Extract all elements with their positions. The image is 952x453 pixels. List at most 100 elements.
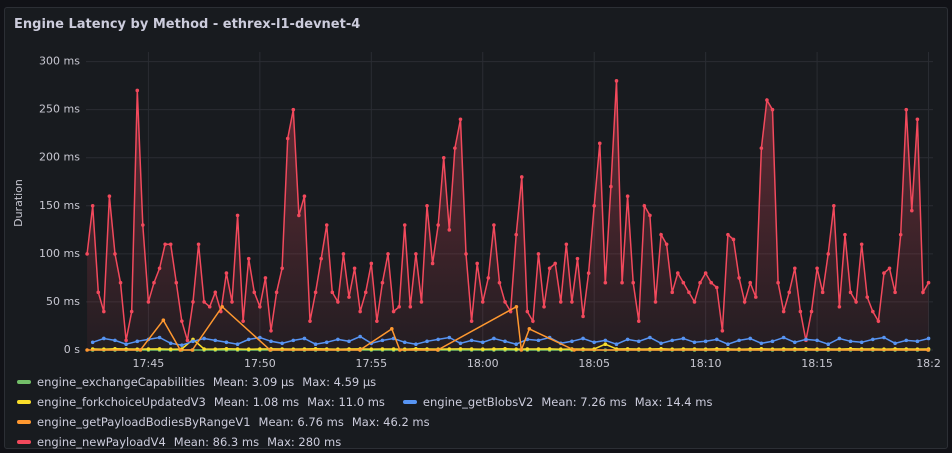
- data-point: [904, 107, 909, 112]
- data-point: [430, 261, 435, 266]
- x-tick-label: 17:55: [355, 357, 387, 368]
- data-point: [414, 342, 418, 347]
- x-tick-label: 18:2: [916, 357, 941, 368]
- data-point: [458, 117, 463, 122]
- legend-item[interactable]: engine_getPayloadBodiesByRangeV1 Mean: 6.…: [17, 415, 430, 429]
- data-point: [464, 252, 468, 256]
- data-point: [887, 266, 892, 271]
- chart: Duration 0 s 50 ms 100 ms 150 ms 200 ms 250 m…: [12, 52, 941, 368]
- data-point: [129, 309, 134, 314]
- data-point: [263, 276, 268, 280]
- data-point: [302, 336, 307, 341]
- data-point: [113, 338, 117, 343]
- data-point: [620, 280, 624, 285]
- data-point: [519, 175, 524, 179]
- data-point: [469, 319, 474, 323]
- data-point: [190, 348, 195, 352]
- data-point: [274, 290, 279, 295]
- y-tick-label: 200 ms: [39, 151, 80, 164]
- data-point: [675, 271, 680, 275]
- data-point: [625, 194, 630, 198]
- legend-label: engine_exchangeCapabilities: [37, 375, 205, 389]
- data-point: [174, 280, 179, 285]
- legend-item[interactable]: engine_forkchoiceUpdatedV3 Mean: 1.08 ms M…: [17, 395, 385, 409]
- data-point: [776, 280, 780, 285]
- legend-label: engine_newPayloadV4: [37, 435, 166, 449]
- data-point: [180, 319, 184, 323]
- data-point: [358, 309, 362, 314]
- data-point: [124, 338, 128, 343]
- data-point: [514, 232, 518, 237]
- series-line: [92, 335, 929, 346]
- data-point: [480, 300, 485, 304]
- data-point: [848, 339, 853, 344]
- data-point: [603, 280, 608, 285]
- data-point: [731, 237, 736, 242]
- data-point: [687, 290, 691, 295]
- legend-item[interactable]: engine_exchangeCapabilities Mean: 3.09 µs…: [17, 375, 376, 389]
- data-point: [425, 204, 429, 208]
- data-point: [96, 290, 101, 295]
- legend-swatch: [402, 400, 417, 404]
- data-point: [435, 348, 440, 352]
- data-point: [202, 347, 206, 351]
- data-point: [358, 334, 362, 339]
- data-point: [330, 290, 335, 295]
- data-point: [258, 347, 262, 351]
- data-point: [636, 319, 641, 323]
- legend-item[interactable]: engine_newPayloadV4 Mean: 86.3 ms Max: 280…: [17, 435, 341, 449]
- data-point: [547, 266, 552, 271]
- data-point: [737, 338, 741, 343]
- data-point: [324, 223, 329, 227]
- legend-item[interactable]: engine_getBlobsV2 Mean: 7.26 ms Max: 14.4 …: [402, 395, 712, 409]
- data-point: [213, 347, 218, 351]
- data-point: [915, 117, 920, 122]
- data-point: [759, 146, 764, 150]
- data-point: [826, 252, 831, 256]
- x-tick-label: 17:45: [133, 357, 165, 368]
- data-point: [90, 204, 95, 208]
- data-point: [681, 280, 686, 285]
- data-point: [709, 280, 714, 285]
- data-point: [124, 342, 128, 347]
- panel-title: Engine Latency by Method - ethrex-l1-dev…: [14, 17, 361, 32]
- y-tick-label: 50 ms: [46, 295, 80, 308]
- data-point: [402, 340, 407, 345]
- data-point: [220, 304, 224, 309]
- data-point: [781, 309, 786, 314]
- data-point: [453, 146, 457, 150]
- data-point: [581, 336, 585, 341]
- data-point: [793, 266, 797, 271]
- data-point: [436, 337, 440, 342]
- data-point: [291, 338, 296, 343]
- x-tick-label: 17:50: [244, 357, 276, 368]
- data-point: [871, 309, 875, 314]
- data-point: [653, 300, 658, 304]
- data-point: [258, 304, 262, 309]
- data-point: [581, 314, 585, 319]
- data-point: [138, 348, 143, 352]
- data-point: [269, 339, 273, 344]
- data-point: [759, 341, 764, 346]
- data-point: [592, 340, 596, 345]
- data-point: [572, 348, 576, 352]
- data-point: [313, 290, 318, 295]
- data-point: [458, 347, 463, 351]
- data-point: [246, 347, 251, 352]
- data-point: [447, 347, 452, 351]
- data-point: [865, 295, 870, 299]
- data-point: [230, 300, 234, 304]
- legend-stat: Max: 280 ms: [267, 435, 342, 449]
- data-point: [398, 348, 402, 352]
- data-point: [542, 304, 546, 309]
- x-tick-label: 18:00: [467, 357, 499, 368]
- series-line: [87, 305, 929, 351]
- data-point: [85, 252, 89, 256]
- data-point: [670, 290, 675, 295]
- data-point: [536, 252, 541, 256]
- data-point: [748, 280, 753, 285]
- legend-label: engine_forkchoiceUpdatedV3: [37, 395, 206, 409]
- data-point: [664, 242, 669, 247]
- data-point: [586, 271, 591, 275]
- data-point: [871, 337, 875, 342]
